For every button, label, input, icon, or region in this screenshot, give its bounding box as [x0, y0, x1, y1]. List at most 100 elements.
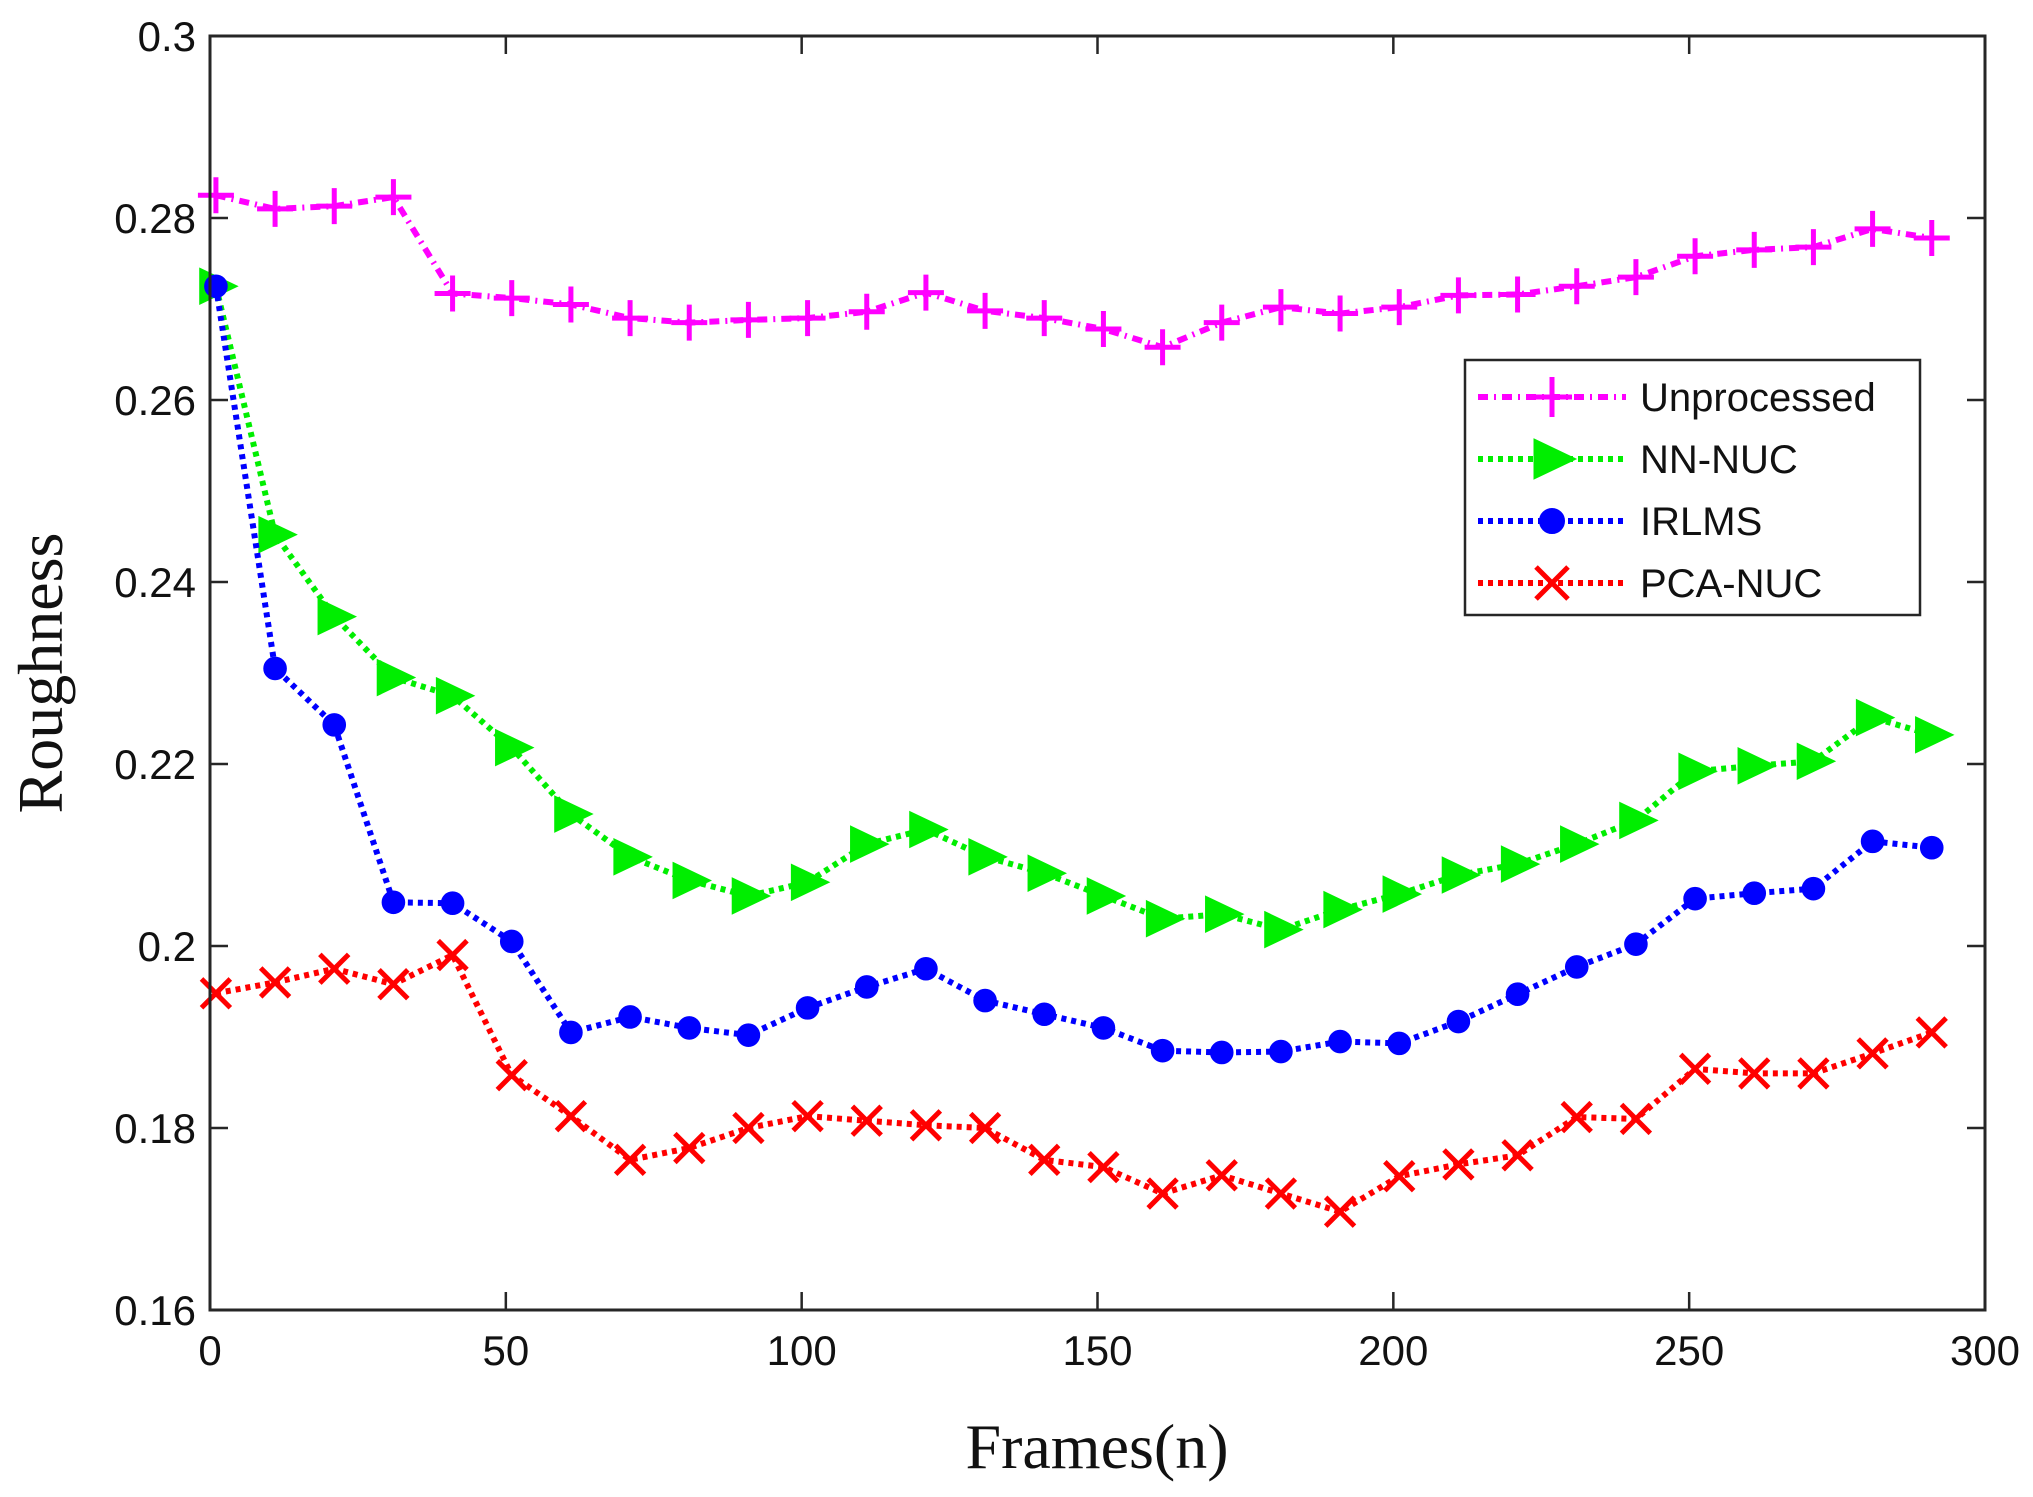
data-point-unprocessed: [1558, 268, 1595, 305]
data-point-unprocessed: [1736, 231, 1773, 268]
data-point-pca-nuc: [1797, 1057, 1830, 1090]
y-tick-label: 0.26: [114, 377, 196, 424]
legend-marker-irlms: [1539, 508, 1565, 534]
data-point-pca-nuc: [199, 977, 233, 1010]
plot-area-frame: [208, 34, 1987, 1312]
data-point-pca-nuc: [968, 1111, 1002, 1145]
data-point-unprocessed: [1617, 259, 1654, 296]
data-point-irlms: [1328, 1029, 1352, 1054]
data-point-nn-nuc: [731, 877, 772, 915]
data-point-irlms: [1269, 1039, 1293, 1064]
data-point-irlms: [1801, 876, 1826, 901]
data-point-unprocessed: [1085, 311, 1122, 348]
data-point-pca-nuc: [377, 968, 410, 1001]
data-point-unprocessed: [1913, 220, 1950, 257]
data-point-unprocessed: [967, 292, 1004, 329]
data-point-irlms: [1742, 881, 1767, 906]
y-tick-label: 0.16: [114, 1287, 196, 1334]
data-point-pca-nuc: [1205, 1159, 1238, 1192]
data-point-unprocessed: [257, 190, 294, 227]
data-point-nn-nuc: [1915, 716, 1955, 754]
series-pca-nuc: [199, 938, 1948, 1228]
data-point-irlms: [1564, 955, 1589, 979]
data-point-irlms: [322, 713, 347, 737]
legend-label-unprocessed: Unprocessed: [1640, 376, 1876, 420]
x-tick-label: 0: [198, 1327, 221, 1374]
data-point-pca-nuc: [1501, 1139, 1534, 1172]
y-axis-title: Roughness: [5, 533, 76, 814]
data-point-nn-nuc: [1619, 801, 1659, 840]
data-point-nn-nuc: [1145, 899, 1186, 938]
data-point-unprocessed: [552, 286, 589, 323]
data-point-irlms: [736, 1023, 761, 1047]
data-point-unprocessed: [1381, 289, 1418, 326]
legend-label-pca-nuc: PCA-NUC: [1640, 562, 1822, 606]
x-tick-label: 200: [1358, 1327, 1428, 1374]
data-point-pca-nuc: [1323, 1195, 1357, 1228]
data-point-irlms: [854, 975, 879, 999]
y-tick-label: 0.2: [138, 923, 196, 970]
series-line-unprocessed: [215, 192, 1933, 351]
data-point-irlms: [1624, 932, 1648, 956]
data-point-irlms: [795, 996, 820, 1020]
data-point-pca-nuc: [909, 1109, 943, 1142]
data-point-pca-nuc: [732, 1111, 765, 1145]
data-point-irlms: [1860, 829, 1885, 854]
y-tick-label: 0.18: [114, 1105, 196, 1152]
data-point-nn-nuc: [376, 658, 417, 697]
data-point-irlms: [263, 656, 287, 681]
series-layer: [197, 177, 1955, 1228]
data-point-nn-nuc: [1205, 895, 1245, 933]
data-point-unprocessed: [612, 300, 649, 337]
data-point-nn-nuc: [1796, 742, 1837, 781]
data-point-irlms: [1919, 835, 1944, 860]
data-point-unprocessed: [671, 304, 708, 341]
data-point-irlms: [440, 891, 465, 916]
data-point-unprocessed: [1677, 238, 1714, 275]
series-irlms: [204, 274, 1944, 1065]
data-point-pca-nuc: [1442, 1148, 1475, 1181]
data-point-unprocessed: [789, 300, 826, 337]
data-point-irlms: [1150, 1038, 1175, 1063]
data-point-pca-nuc: [318, 952, 351, 985]
data-point-pca-nuc: [1560, 1100, 1593, 1134]
data-point-irlms: [1505, 982, 1530, 1007]
data-point-pca-nuc: [554, 1100, 588, 1133]
data-point-unprocessed: [1795, 229, 1832, 266]
x-axis-title: Frames(n): [965, 1411, 1228, 1482]
data-point-pca-nuc: [1856, 1037, 1889, 1070]
data-point-pca-nuc: [850, 1104, 883, 1137]
data-point-nn-nuc: [1382, 875, 1423, 913]
x-tick-label: 300: [1950, 1327, 2020, 1374]
data-point-irlms: [1446, 1009, 1471, 1034]
data-point-irlms: [204, 274, 228, 299]
data-point-unprocessed: [1026, 300, 1063, 337]
data-point-unprocessed: [730, 301, 767, 338]
data-point-pca-nuc: [1678, 1052, 1712, 1086]
data-point-nn-nuc: [1500, 845, 1541, 883]
x-tick-label: 100: [767, 1327, 837, 1374]
data-point-pca-nuc: [1146, 1177, 1179, 1210]
series-line-pca-nuc: [215, 951, 1933, 1215]
data-point-pca-nuc: [1028, 1143, 1061, 1177]
data-point-nn-nuc: [1560, 825, 1600, 863]
tick-layer: 0 50 100 150 200 250 300 0.16 0.18 0.2 0.22 0.24 0.2…: [114, 13, 2020, 1374]
data-point-irlms: [973, 988, 997, 1013]
legend-marker-nn-nuc: [1533, 438, 1578, 480]
data-point-unprocessed: [493, 280, 530, 317]
data-point-irlms: [559, 1020, 583, 1045]
legend-marker-unprocessed: [1532, 377, 1572, 417]
data-point-nn-nuc: [613, 838, 653, 876]
data-point-nn-nuc: [1027, 854, 1068, 892]
data-point-nn-nuc: [495, 728, 535, 767]
data-point-unprocessed: [1203, 304, 1240, 341]
data-point-nn-nuc: [790, 863, 831, 902]
data-point-pca-nuc: [495, 1059, 528, 1092]
data-point-nn-nuc: [1737, 747, 1778, 785]
data-point-irlms: [618, 1005, 642, 1029]
y-tick-label: 0.22: [114, 741, 196, 788]
legend-item-pca-nuc: PCA-NUC: [1478, 562, 1822, 606]
data-point-nn-nuc: [909, 810, 949, 849]
data-point-irlms: [1091, 1016, 1116, 1040]
